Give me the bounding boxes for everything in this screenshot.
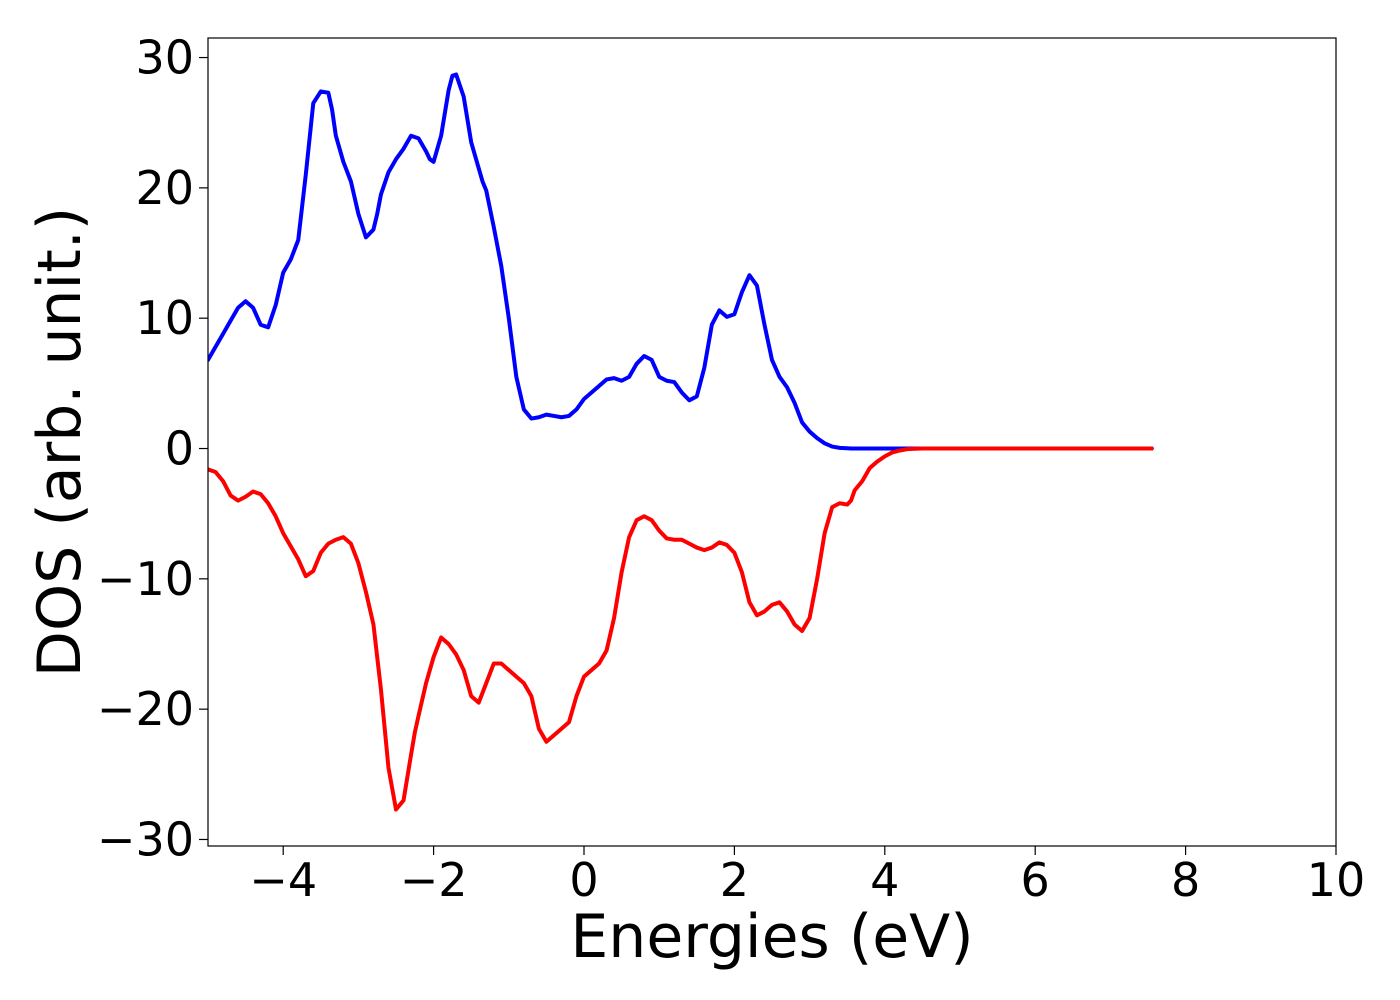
y-tick-label: 0 <box>165 422 194 476</box>
y-tick-label: 20 <box>135 161 194 215</box>
y-axis-label: DOS (arb. unit.) <box>25 207 95 677</box>
x-tick-label: 6 <box>1021 853 1050 907</box>
x-tick-label: 4 <box>870 853 899 907</box>
x-tick-label: 8 <box>1171 853 1200 907</box>
x-tick-label: 2 <box>720 853 749 907</box>
y-tick-label: −10 <box>97 552 194 606</box>
series-line-1 <box>208 446 1154 812</box>
y-tick-label: 10 <box>135 291 194 345</box>
plot-area <box>208 38 1336 846</box>
y-tick-label: −20 <box>97 682 194 736</box>
x-axis: −4 −2 0 2 4 6 8 10 <box>249 846 1365 907</box>
x-tick-label: 0 <box>569 853 598 907</box>
series-layer <box>208 72 1154 812</box>
x-tick-label: −4 <box>249 853 317 907</box>
y-tick-label: 30 <box>135 31 194 85</box>
x-axis-label: Energies (eV) <box>570 902 973 972</box>
x-tick-label: 10 <box>1307 853 1366 907</box>
plot-frame <box>207 37 1337 847</box>
x-tick-label: −2 <box>400 853 468 907</box>
series-line-0 <box>208 72 1154 451</box>
y-axis: −30 −20 −10 0 10 20 30 <box>97 31 208 866</box>
y-tick-label: −30 <box>97 812 194 866</box>
